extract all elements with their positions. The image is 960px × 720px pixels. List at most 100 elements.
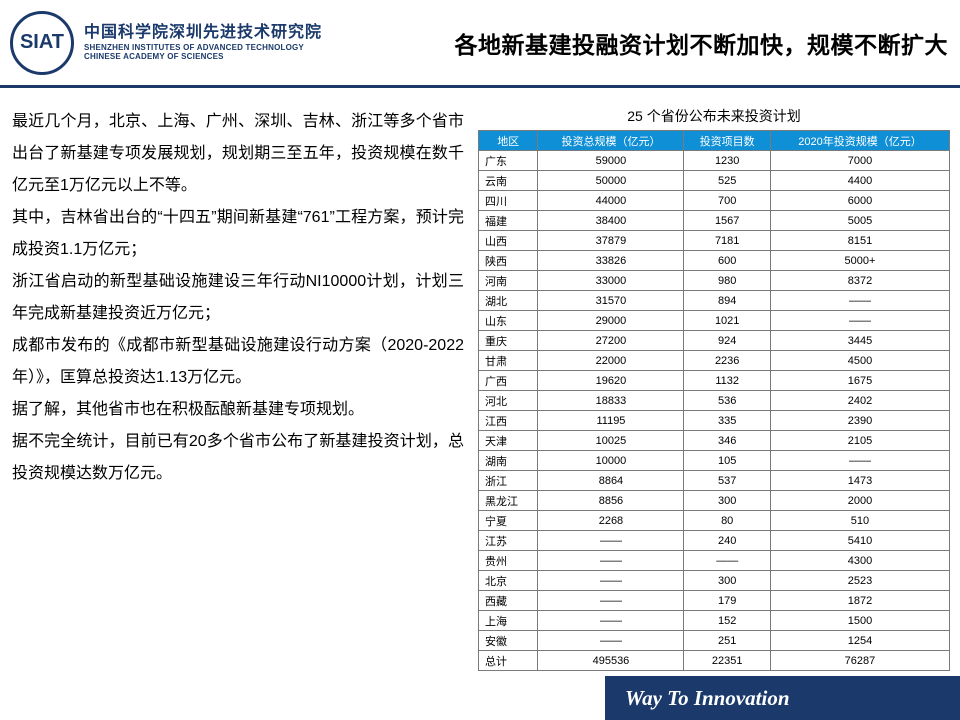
table-col-header: 地区	[479, 131, 538, 151]
table-cell: 宁夏	[479, 511, 538, 531]
table-cell: 27200	[538, 331, 684, 351]
table-cell: 525	[684, 171, 771, 191]
table-cell: 河南	[479, 271, 538, 291]
table-cell: 105	[684, 451, 771, 471]
table-row: 安徽——2511254	[479, 631, 950, 651]
table-row: 河北188335362402	[479, 391, 950, 411]
table-row: 湖北31570894——	[479, 291, 950, 311]
table-cell: 22000	[538, 351, 684, 371]
table-cell: ——	[538, 591, 684, 611]
table-row: 西藏——1791872	[479, 591, 950, 611]
table-cell: 536	[684, 391, 771, 411]
table-cell: 537	[684, 471, 771, 491]
table-row: 四川440007006000	[479, 191, 950, 211]
table-header-row: 地区投资总规模（亿元）投资项目数2020年投资规模（亿元）	[479, 131, 950, 151]
table-cell: 600	[684, 251, 771, 271]
table-title: 25 个省份公布未来投资计划	[478, 106, 950, 126]
table-cell: 贵州	[479, 551, 538, 571]
footer-spacer	[0, 676, 605, 720]
footer: Way To Innovation	[0, 676, 960, 720]
table-cell: 1132	[684, 371, 771, 391]
table-cell: 上海	[479, 611, 538, 631]
table-cell: 1872	[770, 591, 949, 611]
table-cell: 2402	[770, 391, 949, 411]
table-cell: 44000	[538, 191, 684, 211]
table-cell: 2390	[770, 411, 949, 431]
org-name-en2: CHINESE ACADEMY OF SCIENCES	[84, 52, 322, 61]
table-cell: 240	[684, 531, 771, 551]
table-cell: 300	[684, 491, 771, 511]
table-cell: 251	[684, 631, 771, 651]
paragraph-4: 成都市发布的《成都市新型基础设施建设行动方案（2020-2022年）》，匡算总投…	[12, 330, 464, 394]
org-name-block: 中国科学院深圳先进技术研究院 SHENZHEN INSTITUTES OF AD…	[84, 24, 322, 61]
table-cell: ——	[770, 311, 949, 331]
table-cell: 980	[684, 271, 771, 291]
table-cell: 1473	[770, 471, 949, 491]
table-cell: 5000+	[770, 251, 949, 271]
table-cell: 1500	[770, 611, 949, 631]
table-cell: 4400	[770, 171, 949, 191]
logo-icon: SIAT	[10, 11, 74, 75]
table-cell: 80	[684, 511, 771, 531]
table-row: 河南330009808372	[479, 271, 950, 291]
table-cell: 76287	[770, 651, 949, 671]
table-body: 广东5900012307000云南500005254400四川440007006…	[479, 151, 950, 671]
table-cell: 4500	[770, 351, 949, 371]
table-row: 陕西338266005000+	[479, 251, 950, 271]
header: SIAT 中国科学院深圳先进技术研究院 SHENZHEN INSTITUTES …	[0, 0, 960, 88]
table-cell: 5005	[770, 211, 949, 231]
table-cell: 11195	[538, 411, 684, 431]
table-cell: 2236	[684, 351, 771, 371]
table-row: 北京——3002523	[479, 571, 950, 591]
table-cell: 1230	[684, 151, 771, 171]
table-cell: 1675	[770, 371, 949, 391]
table-cell: 59000	[538, 151, 684, 171]
table-cell: 8372	[770, 271, 949, 291]
table-row: 广西1962011321675	[479, 371, 950, 391]
table-row: 浙江88645371473	[479, 471, 950, 491]
table-cell: 1021	[684, 311, 771, 331]
table-cell: ——	[538, 631, 684, 651]
table-cell: ——	[538, 551, 684, 571]
content-area: 最近几个月，北京、上海、广州、深圳、吉林、浙江等多个省市出台了新基建专项发展规划…	[0, 88, 960, 656]
paragraph-6: 据不完全统计，目前已有20多个省市公布了新基建投资计划，总投资规模达数万亿元。	[12, 426, 464, 490]
table-cell: 广西	[479, 371, 538, 391]
table-cell: 安徽	[479, 631, 538, 651]
table-row: 山东290001021——	[479, 311, 950, 331]
table-cell: 湖北	[479, 291, 538, 311]
table-cell: ——	[770, 451, 949, 471]
table-cell: 495536	[538, 651, 684, 671]
paragraph-1: 最近几个月，北京、上海、广州、深圳、吉林、浙江等多个省市出台了新基建专项发展规划…	[12, 106, 464, 202]
table-row: 江苏——2405410	[479, 531, 950, 551]
table-row: 重庆272009243445	[479, 331, 950, 351]
table-row: 云南500005254400	[479, 171, 950, 191]
table-cell: 黑龙江	[479, 491, 538, 511]
table-cell: 6000	[770, 191, 949, 211]
table-row: 宁夏226880510	[479, 511, 950, 531]
slide-title: 各地新基建投融资计划不断加快，规模不断扩大	[455, 26, 951, 60]
table-cell: 河北	[479, 391, 538, 411]
paragraph-3: 浙江省启动的新型基础设施建设三年行动NI10000计划，计划三年完成新基建投资近…	[12, 266, 464, 330]
table-cell: 总计	[479, 651, 538, 671]
table-cell: 179	[684, 591, 771, 611]
table-row: 江西111953352390	[479, 411, 950, 431]
table-col-header: 投资总规模（亿元）	[538, 131, 684, 151]
table-cell: 8856	[538, 491, 684, 511]
investment-table: 地区投资总规模（亿元）投资项目数2020年投资规模（亿元） 广东59000123…	[478, 130, 950, 671]
table-cell: 19620	[538, 371, 684, 391]
table-cell: 福建	[479, 211, 538, 231]
table-cell: 四川	[479, 191, 538, 211]
table-cell: 陕西	[479, 251, 538, 271]
table-cell: 7000	[770, 151, 949, 171]
table-col-header: 投资项目数	[684, 131, 771, 151]
table-row: 总计4955362235176287	[479, 651, 950, 671]
table-cell: 346	[684, 431, 771, 451]
table-row: 上海——1521500	[479, 611, 950, 631]
table-cell: 江苏	[479, 531, 538, 551]
table-cell: 甘肃	[479, 351, 538, 371]
org-name-en1: SHENZHEN INSTITUTES OF ADVANCED TECHNOLO…	[84, 43, 322, 52]
table-row: 黑龙江88563002000	[479, 491, 950, 511]
table-cell: ——	[770, 291, 949, 311]
table-col-header: 2020年投资规模（亿元）	[770, 131, 949, 151]
table-cell: 云南	[479, 171, 538, 191]
